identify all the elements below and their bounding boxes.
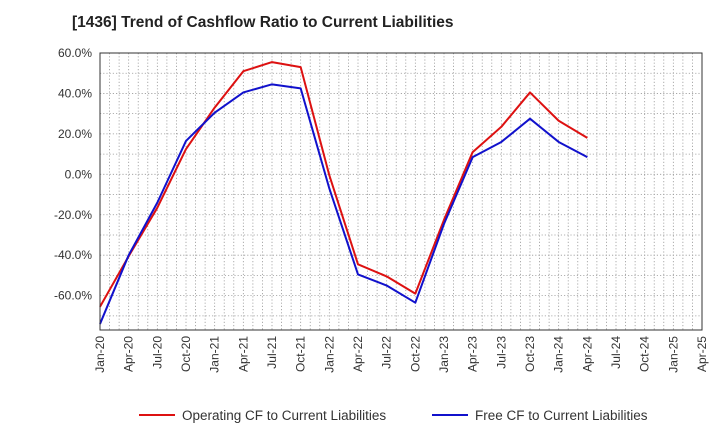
y-tick-label: 40.0%: [58, 86, 92, 100]
x-tick-label: Jan-23: [437, 336, 451, 373]
x-tick-label: Oct-22: [408, 336, 422, 372]
x-tick-label: Jan-22: [322, 336, 336, 373]
x-tick-label: Jan-25: [666, 336, 680, 373]
chart-title: [1436] Trend of Cashflow Ratio to Curren…: [72, 14, 454, 31]
series-lines: [99, 61, 588, 325]
x-tick-label: Apr-22: [351, 336, 365, 372]
legend-label: Operating CF to Current Liabilities: [182, 408, 386, 423]
y-tick-label: 0.0%: [65, 167, 93, 181]
series-line-free-cf: [99, 83, 588, 325]
x-axis-ticks: Jan-20 Apr-20 Jul-20 Oct-20 Jan-21 Apr-21 Jul-…: [93, 336, 709, 373]
x-tick-label: Jul-24: [609, 336, 623, 369]
y-tick-label: -40.0%: [54, 248, 92, 262]
x-tick-label: Apr-24: [580, 336, 594, 372]
x-tick-label: Oct-21: [294, 336, 308, 372]
y-tick-label: -60.0%: [54, 289, 92, 303]
x-tick-label: Apr-21: [236, 336, 250, 372]
x-tick-label: Jul-22: [380, 336, 394, 369]
x-tick-label: Apr-25: [695, 336, 709, 372]
series-line-operating-cf: [99, 61, 588, 308]
legend-label: Free CF to Current Liabilities: [475, 408, 648, 423]
x-tick-label: Oct-24: [638, 336, 652, 372]
plot-background: [100, 53, 702, 330]
x-tick-label: Jan-20: [93, 336, 107, 373]
y-tick-label: 60.0%: [58, 46, 92, 60]
x-tick-label: Jul-23: [494, 336, 508, 369]
y-tick-label: 20.0%: [58, 127, 92, 141]
grid-lines: [99, 52, 703, 330]
legend: Operating CF to Current Liabilities Free …: [139, 408, 648, 423]
x-tick-label: Apr-23: [466, 336, 480, 372]
x-tick-label: Oct-23: [523, 336, 537, 372]
x-tick-label: Jul-21: [265, 336, 279, 369]
y-axis-ticks: 60.0% 40.0% 20.0% 0.0% -20.0% -40.0% -60.0%: [54, 46, 92, 303]
x-tick-label: Jan-21: [208, 336, 222, 373]
x-tick-label: Oct-20: [179, 336, 193, 372]
y-tick-label: -20.0%: [54, 208, 92, 222]
x-tick-label: Jul-20: [150, 336, 164, 369]
plot-border: [99, 52, 703, 331]
x-tick-label: Jan-24: [552, 336, 566, 373]
x-tick-label: Apr-20: [122, 336, 136, 372]
